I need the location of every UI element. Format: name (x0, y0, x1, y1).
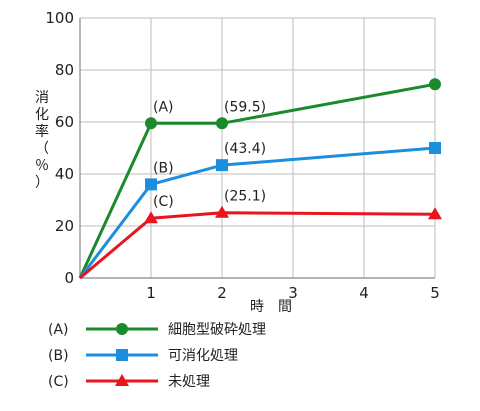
data-annotation: (59.5) (224, 99, 266, 115)
y-label-char: ％ (35, 158, 49, 174)
x-tick-label: 5 (430, 284, 440, 302)
x-tick-label: 2 (217, 284, 227, 302)
data-point (429, 142, 441, 154)
data-annotation: (43.4) (224, 141, 266, 157)
legend-key: (B) (48, 348, 69, 364)
series-line-0 (78, 82, 436, 279)
x-tick-label: 1 (146, 284, 156, 302)
x-tick-label: 3 (288, 284, 298, 302)
y-label-char: 率 (35, 123, 49, 140)
data-annotation: (B) (153, 160, 174, 176)
legend-label: 細胞型破砕処理 (168, 322, 266, 338)
y-tick-label: 20 (55, 217, 74, 235)
y-label-char: ） (35, 175, 49, 191)
x-tick-label: 4 (359, 284, 369, 302)
data-point (216, 117, 228, 130)
y-tick-label: 100 (45, 9, 74, 27)
series-line-2 (79, 211, 436, 280)
legend-label: 可消化処理 (168, 348, 238, 364)
legend-label: 未処理 (168, 374, 210, 390)
y-axis-label: 消化率（％） (35, 90, 49, 191)
y-label-char: （ (35, 141, 49, 157)
data-point (144, 211, 158, 224)
y-label-char: 化 (35, 107, 49, 123)
data-annotation: (C) (153, 194, 174, 210)
legend-key: (A) (48, 322, 69, 338)
series-group (78, 78, 442, 280)
y-tick-label: 40 (55, 165, 74, 183)
data-point (429, 78, 441, 91)
annotations: (A) (59.5) (B) (43.4) (C) (25.1) (153, 99, 266, 210)
legend: (A) 細胞型破砕処理 (B) 可消化処理 (C) 未処理 (48, 322, 266, 390)
legend-marker (116, 323, 128, 335)
data-point (215, 205, 229, 218)
legend-marker (115, 374, 129, 386)
y-tick-label: 60 (55, 113, 74, 131)
y-label-char: 消 (35, 90, 49, 106)
axes (79, 17, 436, 279)
data-point (216, 159, 228, 172)
x-tick-labels: 1 2 3 4 5 (146, 284, 440, 302)
y-tick-label: 0 (64, 269, 74, 287)
data-point (145, 178, 157, 191)
data-annotation: (25.1) (224, 189, 266, 205)
y-tick-label: 80 (55, 61, 74, 79)
y-tick-labels: 0 20 40 60 80 100 (45, 9, 74, 287)
x-axis-label: 時 間 (250, 299, 292, 315)
data-annotation: (A) (153, 99, 174, 115)
data-point (145, 117, 157, 130)
legend-key: (C) (48, 374, 69, 390)
data-point (428, 207, 442, 220)
series-line-1 (78, 146, 436, 279)
legend-marker (116, 349, 128, 361)
